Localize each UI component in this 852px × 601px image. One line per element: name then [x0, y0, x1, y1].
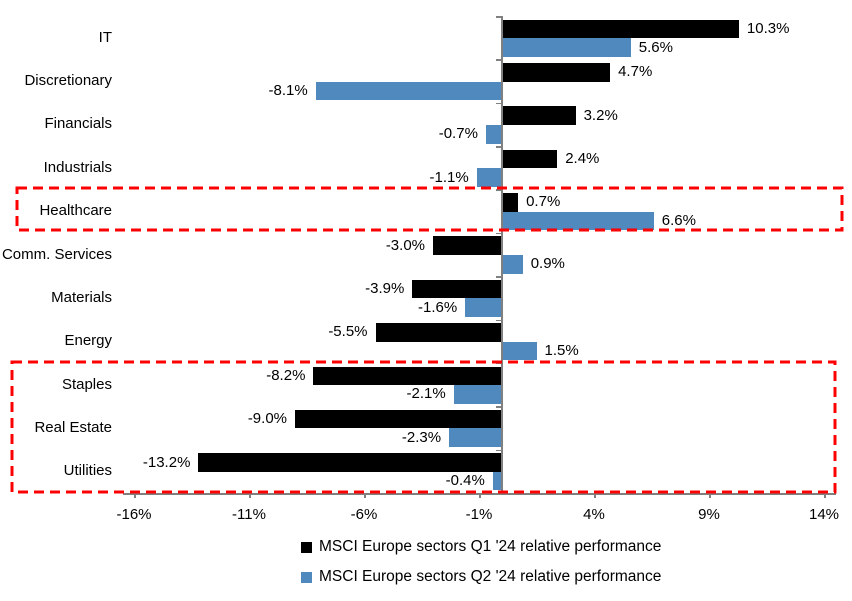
legend-label-q2: MSCI Europe sectors Q2 '24 relative perf… — [319, 568, 662, 585]
value-label-q1-healthcare: 0.7% — [526, 193, 561, 211]
bar-q2-discretionary — [315, 81, 502, 101]
bar-q2-it — [502, 38, 631, 57]
value-axis-tick — [364, 493, 366, 498]
value-label-q1-real-estate: -9.0% — [247, 410, 287, 428]
value-label-q1-utilities: -13.2% — [142, 453, 191, 471]
value-axis-tick-label: 14% — [808, 506, 840, 523]
category-label-materials: Materials — [51, 288, 112, 306]
bar-q1-materials — [412, 279, 502, 299]
value-label-q1-industrials: 2.4% — [565, 149, 600, 167]
legend-label-q1: MSCI Europe sectors Q1 '24 relative perf… — [319, 538, 662, 555]
category-label-energy: Energy — [64, 332, 112, 350]
category-axis-tick — [496, 232, 502, 235]
value-label-q2-discretionary: -8.1% — [268, 81, 308, 99]
bar-q2-industrials — [476, 168, 502, 187]
bar-q1-discretionary — [502, 62, 611, 82]
bar-q1-it — [502, 19, 739, 39]
bar-q2-materials — [465, 298, 502, 317]
bar-q2-energy — [502, 341, 537, 361]
category-label-financials: Financials — [44, 115, 112, 133]
legend-item-q2: MSCI Europe sectors Q2 '24 relative perf… — [301, 568, 661, 586]
bar-q1-utilities — [198, 453, 502, 472]
value-label-q2-energy: 1.5% — [544, 342, 579, 360]
value-label-q1-materials: -3.9% — [365, 280, 405, 298]
legend-marker-q1 — [301, 541, 312, 553]
value-label-q2-staples: -2.1% — [406, 385, 446, 403]
value-label-q1-energy: -5.5% — [328, 323, 368, 341]
value-axis-tick — [594, 493, 596, 498]
category-label-real-estate: Real Estate — [34, 418, 112, 436]
category-label-utilities: Utilities — [63, 462, 112, 480]
value-label-q1-comm-services: -3.0% — [385, 236, 425, 254]
value-axis-tick — [134, 493, 136, 498]
value-label-q1-financials: 3.2% — [583, 106, 618, 124]
bar-q2-staples — [453, 385, 502, 404]
category-label-healthcare: Healthcare — [39, 202, 112, 220]
value-label-q2-real-estate: -2.3% — [401, 428, 442, 446]
category-label-discretionary: Discretionary — [24, 72, 112, 90]
value-label-q2-utilities: -0.4% — [445, 472, 485, 490]
legend-item-q1: MSCI Europe sectors Q1 '24 relative perf… — [301, 538, 661, 556]
value-axis-tick-label: 9% — [698, 506, 720, 523]
category-axis-tick — [496, 406, 502, 408]
value-label-q2-comm-services: 0.9% — [530, 255, 565, 273]
bar-q2-healthcare — [502, 211, 654, 231]
category-axis-tick — [496, 362, 502, 365]
value-axis-tick-label: 4% — [583, 506, 605, 523]
category-label-comm-services: Comm. Services — [1, 245, 112, 263]
legend-marker-q2 — [301, 571, 312, 583]
value-label-q2-materials: -1.6% — [418, 298, 458, 316]
bar-q1-financials — [502, 106, 576, 125]
value-axis-tick — [709, 493, 711, 498]
category-label-staples: Staples — [61, 375, 112, 393]
category-axis-tick — [496, 59, 502, 61]
category-axis-tick — [496, 319, 502, 322]
value-label-q2-financials: -0.7% — [438, 125, 478, 143]
value-label-q1-discretionary: 4.7% — [618, 63, 653, 81]
value-axis-tick-label: -11% — [232, 506, 266, 523]
category-axis-tick — [496, 146, 502, 148]
value-axis-tick — [824, 493, 826, 498]
bar-q2-real-estate — [449, 428, 502, 448]
bar-q1-staples — [313, 366, 502, 386]
category-label-industrials: Industrials — [43, 158, 112, 176]
bar-q1-industrials — [502, 149, 558, 169]
value-axis-tick-label: -1% — [465, 506, 493, 523]
bar-q1-comm-services — [433, 236, 502, 255]
value-label-q2-industrials: -1.1% — [429, 168, 469, 186]
category-axis-tick — [496, 102, 502, 105]
category-axis-tick — [496, 276, 502, 278]
value-label-q1-staples: -8.2% — [266, 366, 306, 384]
value-axis-tick — [479, 493, 481, 498]
category-axis-tick — [496, 449, 502, 452]
category-axis-tick — [496, 189, 502, 191]
value-axis-tick-label: -16% — [116, 506, 152, 523]
bar-q1-energy — [375, 323, 502, 342]
category-axis-line — [501, 16, 503, 494]
bar-q1-healthcare — [502, 193, 519, 212]
value-axis-tick — [249, 493, 251, 498]
bar-q1-real-estate — [295, 409, 502, 429]
value-label-q1-it: 10.3% — [746, 19, 790, 37]
bar-q2-financials — [485, 124, 502, 144]
category-label-it: IT — [98, 28, 112, 46]
category-axis-tick — [496, 16, 502, 18]
bar-q2-comm-services — [502, 255, 523, 274]
value-axis-tick-label: -6% — [350, 506, 378, 523]
value-label-q2-healthcare: 6.6% — [661, 211, 696, 229]
value-label-q2-it: 5.6% — [638, 38, 673, 56]
